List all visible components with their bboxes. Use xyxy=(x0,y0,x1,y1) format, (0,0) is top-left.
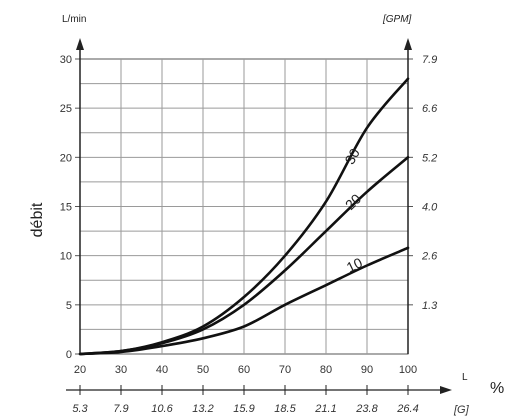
x2-tick-label: 23.8 xyxy=(355,403,378,415)
y-tick-label: 15 xyxy=(60,202,72,214)
x-tick-label: 20 xyxy=(74,364,86,376)
x-tick-label: 100 xyxy=(399,364,417,376)
y-tick-label: 20 xyxy=(60,152,72,164)
x-tick-label: 90 xyxy=(361,364,373,376)
y-axis-label: débit xyxy=(29,202,46,237)
tick-labels: 20 30 40 50 60 70 80 90 100 0 5 10 15 20 25 30 1.3 2.6 4.0… xyxy=(60,54,438,415)
x-tick-label: 70 xyxy=(279,364,291,376)
x2-axis-arrow xyxy=(440,386,452,394)
x2-tick-label: 5.3 xyxy=(72,403,88,415)
x2-tick-label: 15.9 xyxy=(233,403,254,415)
x2-tick-label: 7.9 xyxy=(113,403,128,415)
y2-axis-arrow xyxy=(404,38,412,50)
x2-tick-label: 13.2 xyxy=(192,403,213,415)
y2-tick-label: 6.6 xyxy=(422,103,438,115)
x-tick-label: 30 xyxy=(115,364,127,376)
y2-tick-label: 2.6 xyxy=(421,251,438,263)
y-tick-label: 10 xyxy=(60,251,72,263)
y2-unit: [GPM] xyxy=(382,14,412,25)
series-line-10 xyxy=(78,246,410,356)
y2-tick-label: 7.9 xyxy=(422,54,437,66)
x2-tick-label: 18.5 xyxy=(274,403,296,415)
x2-unit: [G] xyxy=(453,404,470,416)
x2-tick-label: 26.4 xyxy=(396,403,418,415)
x-tick-label: 50 xyxy=(197,364,209,376)
y-tick-label: 5 xyxy=(66,300,72,312)
series-label-10: 10 xyxy=(344,254,365,275)
x-percent-label: % xyxy=(490,380,504,397)
series-label-20: 20 xyxy=(342,190,364,212)
series-line-30 xyxy=(78,77,410,356)
y-tick-label: 30 xyxy=(60,54,72,66)
y2-tick-label: 5.2 xyxy=(422,152,437,164)
y-tick-label: 0 xyxy=(66,349,72,361)
series-label-30: 30 xyxy=(341,145,363,167)
x-tick-label: 80 xyxy=(320,364,332,376)
x-tick-label: 60 xyxy=(238,364,250,376)
y2-tick-label: 1.3 xyxy=(422,300,438,312)
y-tick-label: 25 xyxy=(60,103,72,115)
y-unit: L/min xyxy=(62,14,86,25)
y2-tick-label: 4.0 xyxy=(422,202,438,214)
x2-tick-label: 10.6 xyxy=(151,403,173,415)
series: 10 20 30 xyxy=(78,77,410,356)
x-unit: L xyxy=(462,372,468,383)
x-tick-label: 40 xyxy=(156,364,168,376)
x2-tick-label: 21.1 xyxy=(314,403,336,415)
y-axis-arrow xyxy=(76,38,84,50)
axes xyxy=(66,38,452,395)
